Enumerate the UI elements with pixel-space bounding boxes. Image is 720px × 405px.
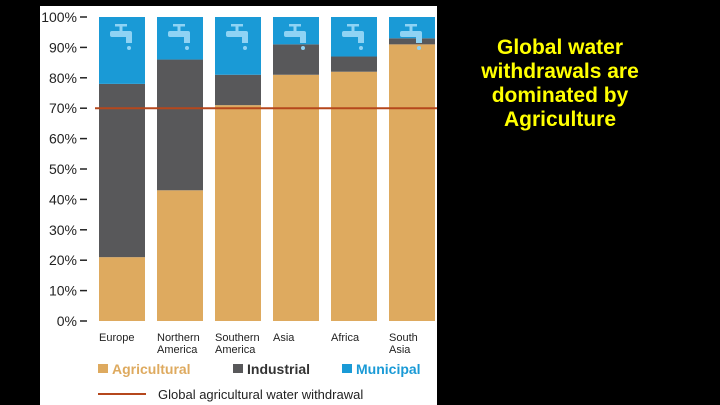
category-label: Southern [215, 332, 260, 344]
y-tick-label: 40% [49, 191, 77, 207]
legend-label: Agricultural [112, 361, 191, 377]
bar-segment-agricultural [389, 44, 435, 322]
y-tick-label: 60% [49, 131, 77, 147]
category-label: America [157, 344, 198, 356]
bar-segment-industrial [389, 38, 435, 45]
stacked-bar-chart: 0% 10% 20% 30% 40% 50% 60% 70% 80% 90% 100% Europe N… [41, 9, 437, 402]
bar-segment-agricultural [99, 257, 145, 321]
category-label: Northern [157, 332, 200, 344]
y-tick-label: 10% [49, 283, 77, 299]
category-label: Asia [273, 332, 295, 344]
category-label: Europe [99, 332, 134, 344]
legend-line-label: Global agricultural water withdrawal [158, 387, 363, 402]
bar-segment-agricultural [157, 190, 203, 321]
y-tick-label: 20% [49, 252, 77, 268]
bar-segment-industrial [215, 74, 261, 106]
y-tick-label: 50% [49, 161, 77, 177]
y-tick-label: 100% [41, 9, 77, 25]
legend-swatch [98, 364, 108, 373]
bar-segment-industrial [273, 44, 319, 75]
bar-segment-industrial [157, 59, 203, 191]
faucet-icon [284, 24, 306, 50]
faucet-icon [342, 24, 364, 50]
bar-segment-municipal [157, 17, 203, 60]
faucet-icon [400, 24, 422, 50]
bar-segment-agricultural [215, 105, 261, 321]
chart-panel: 0% 10% 20% 30% 40% 50% 60% 70% 80% 90% 100% Europe N… [40, 6, 437, 405]
legend-swatch [342, 364, 352, 373]
bar-segment-agricultural [273, 74, 319, 321]
bar-segment-industrial [99, 83, 145, 258]
category-label: America [215, 344, 256, 356]
slide-headline: Global water withdrawals are dominated b… [481, 36, 639, 131]
bar-segment-industrial [331, 56, 377, 72]
legend-label: Industrial [247, 361, 310, 377]
bar-segment-agricultural [331, 71, 377, 321]
category-label: Africa [331, 332, 360, 344]
legend-swatch [233, 364, 243, 373]
faucet-icon [168, 24, 190, 50]
category-label: South [389, 332, 418, 344]
faucet-icon [110, 24, 132, 50]
y-tick-label: 90% [49, 39, 77, 55]
faucet-icon [226, 24, 248, 50]
y-tick-label: 80% [49, 70, 77, 86]
y-tick-label: 30% [49, 222, 77, 238]
y-tick-label: 0% [57, 313, 77, 329]
y-tick-label: 70% [49, 100, 77, 116]
legend-label: Municipal [356, 361, 421, 377]
category-label: Asia [389, 344, 411, 356]
